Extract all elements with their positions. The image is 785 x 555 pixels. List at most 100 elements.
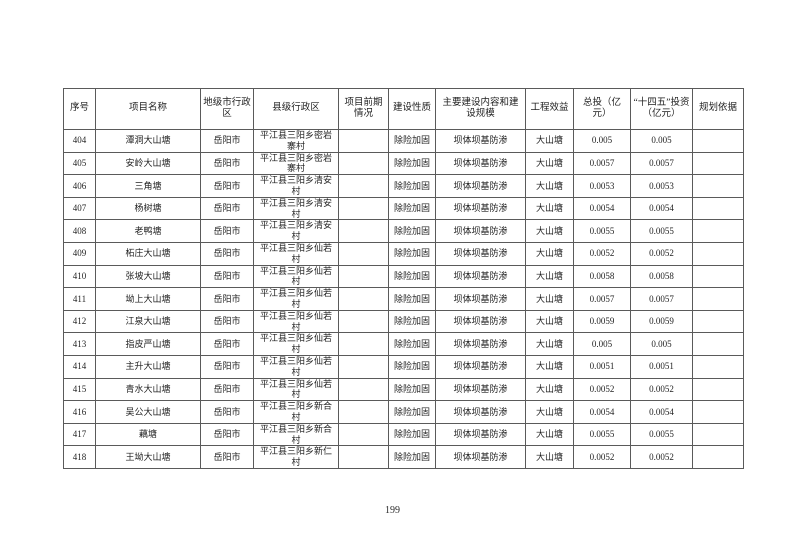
column-header: 总投（亿元） <box>573 88 631 130</box>
table-cell <box>338 151 389 176</box>
table-cell: 0.0053 <box>573 174 631 198</box>
table-cell: 平江县三阳乡新仁村 <box>253 445 339 469</box>
table-cell: 0.0052 <box>630 241 693 266</box>
table-cell: 0.0058 <box>630 264 693 289</box>
table-cell: 大山塘 <box>525 174 574 198</box>
table-cell: 平江县三阳乡仙若村 <box>253 332 339 356</box>
table-cell <box>338 377 389 402</box>
table-cell: 潭洞大山塘 <box>95 129 201 153</box>
table-cell: 0.0052 <box>573 377 631 402</box>
table-row: 405 安岭大山塘 岳阳市 平江县三阳乡密岩寨村 除险加固 坝体坝基防渗 大山塘 0.0057… <box>63 151 744 176</box>
table-cell: 岳阳市 <box>200 309 254 334</box>
table-cell: 坝体坝基防渗 <box>435 264 526 289</box>
table-row: 414 主升大山塘 岳阳市 平江县三阳乡仙若村 除险加固 坝体坝基防渗 大山塘 0.0051 0… <box>63 354 744 379</box>
table-cell: 大山塘 <box>525 219 574 243</box>
table-cell: 王坳大山塘 <box>95 445 201 469</box>
table-cell: 411 <box>63 287 96 311</box>
table-cell <box>692 377 744 402</box>
table-cell: 0.0057 <box>630 287 693 311</box>
table-cell: 平江县三阳乡新合村 <box>253 422 339 447</box>
table-cell: 平江县三阳乡新合村 <box>253 400 339 424</box>
table-cell: 主升大山塘 <box>95 354 201 379</box>
table-cell: 坝体坝基防渗 <box>435 377 526 402</box>
table-cell: 0.0054 <box>573 400 631 424</box>
table-cell: 吴公大山塘 <box>95 400 201 424</box>
table-cell: 岳阳市 <box>200 287 254 311</box>
table-cell: 平江县三阳乡清安村 <box>253 219 339 243</box>
column-header: 主要建设内容和建设规模 <box>435 88 526 130</box>
table-cell: 坝体坝基防渗 <box>435 332 526 356</box>
table-cell: 平江县三阳乡密岩寨村 <box>253 129 339 153</box>
table-cell: 0.005 <box>573 129 631 153</box>
table-row: 406 三角塘 岳阳市 平江县三阳乡清安村 除险加固 坝体坝基防渗 大山塘 0.0053 0.0… <box>63 174 744 198</box>
table-cell: 406 <box>63 174 96 198</box>
table-cell: 岳阳市 <box>200 422 254 447</box>
table-cell: 0.0057 <box>630 151 693 176</box>
table-cell: 0.0052 <box>573 445 631 469</box>
table-cell: 指皮严山塘 <box>95 332 201 356</box>
table-cell: 大山塘 <box>525 287 574 311</box>
table-cell: 平江县三阳乡清安村 <box>253 174 339 198</box>
table-cell: 除险加固 <box>388 309 436 334</box>
table-cell: 0.0053 <box>630 174 693 198</box>
table-cell: 0.0055 <box>630 219 693 243</box>
table-cell: 岳阳市 <box>200 151 254 176</box>
table-cell: 0.0059 <box>630 309 693 334</box>
table-cell: 除险加固 <box>388 264 436 289</box>
table-cell: 0.0055 <box>573 219 631 243</box>
table-cell <box>338 219 389 243</box>
column-header: “十四五”投资（亿元） <box>630 88 693 130</box>
table-row: 412 江泉大山塘 岳阳市 平江县三阳乡仙若村 除险加固 坝体坝基防渗 大山塘 0.0059 0… <box>63 309 744 334</box>
table-row: 416 吴公大山塘 岳阳市 平江县三阳乡新合村 除险加固 坝体坝基防渗 大山塘 0.0054 0… <box>63 400 744 424</box>
table-cell <box>692 287 744 311</box>
table-row: 411 坳上大山塘 岳阳市 平江县三阳乡仙若村 除险加固 坝体坝基防渗 大山塘 0.0057 0… <box>63 287 744 311</box>
table-cell: 410 <box>63 264 96 289</box>
table-cell <box>338 129 389 153</box>
table-cell: 大山塘 <box>525 196 574 221</box>
table-cell: 坝体坝基防渗 <box>435 309 526 334</box>
table-cell: 0.0051 <box>573 354 631 379</box>
table-cell: 平江县三阳乡仙若村 <box>253 309 339 334</box>
table-cell: 除险加固 <box>388 241 436 266</box>
table-cell: 坝体坝基防渗 <box>435 400 526 424</box>
table-cell <box>338 241 389 266</box>
table-cell: 坝体坝基防渗 <box>435 445 526 469</box>
table-cell <box>338 422 389 447</box>
table-cell: 412 <box>63 309 96 334</box>
table-cell: 平江县三阳乡仙若村 <box>253 241 339 266</box>
table-cell: 大山塘 <box>525 377 574 402</box>
table-cell: 0.0052 <box>573 241 631 266</box>
table-cell: 张坡大山塘 <box>95 264 201 289</box>
table-cell: 江泉大山塘 <box>95 309 201 334</box>
table-cell: 除险加固 <box>388 151 436 176</box>
table-cell: 平江县三阳乡清安村 <box>253 196 339 221</box>
table-cell: 大山塘 <box>525 129 574 153</box>
table-cell: 0.0054 <box>573 196 631 221</box>
table-row: 407 杨树塘 岳阳市 平江县三阳乡清安村 除险加固 坝体坝基防渗 大山塘 0.0054 0.0… <box>63 196 744 221</box>
table-cell: 除险加固 <box>388 287 436 311</box>
table-cell: 大山塘 <box>525 241 574 266</box>
table-cell: 0.005 <box>630 332 693 356</box>
table-cell: 0.005 <box>573 332 631 356</box>
table-cell <box>692 309 744 334</box>
table-cell: 坝体坝基防渗 <box>435 174 526 198</box>
table-cell <box>338 287 389 311</box>
table-cell: 坝体坝基防渗 <box>435 219 526 243</box>
table-cell: 坝体坝基防渗 <box>435 287 526 311</box>
table-cell: 大山塘 <box>525 151 574 176</box>
table-cell: 坝体坝基防渗 <box>435 129 526 153</box>
column-header: 建设性质 <box>388 88 436 130</box>
table-cell: 404 <box>63 129 96 153</box>
table-cell: 大山塘 <box>525 422 574 447</box>
table-row: 413 指皮严山塘 岳阳市 平江县三阳乡仙若村 除险加固 坝体坝基防渗 大山塘 0.005 0.… <box>63 332 744 356</box>
table-cell: 除险加固 <box>388 400 436 424</box>
table-cell: 岳阳市 <box>200 241 254 266</box>
table-cell: 407 <box>63 196 96 221</box>
table-cell: 0.005 <box>630 129 693 153</box>
table-cell <box>692 196 744 221</box>
table-cell: 大山塘 <box>525 354 574 379</box>
table-cell: 405 <box>63 151 96 176</box>
page-number: 199 <box>385 505 400 516</box>
table-cell: 大山塘 <box>525 445 574 469</box>
table-cell <box>338 332 389 356</box>
